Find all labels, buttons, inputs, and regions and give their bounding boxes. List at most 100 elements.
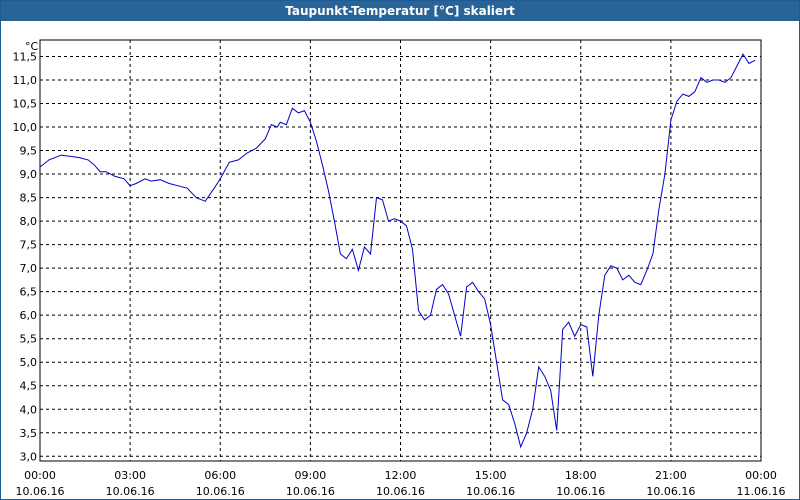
x-tick-date-label: 10.06.16 xyxy=(196,485,245,498)
series-point xyxy=(568,321,570,323)
grid-lines xyxy=(40,40,761,461)
series-point xyxy=(69,155,71,157)
series-point xyxy=(502,399,504,401)
y-tick-label: 11,5 xyxy=(13,50,38,63)
series-point xyxy=(676,100,678,102)
series-point xyxy=(688,95,690,97)
series-point xyxy=(93,164,95,166)
series-point xyxy=(586,326,588,328)
series-point xyxy=(129,185,131,187)
series-point xyxy=(279,121,281,123)
series-point xyxy=(604,274,606,276)
series-point xyxy=(598,314,600,316)
series-point xyxy=(105,171,107,173)
series-point xyxy=(412,248,414,250)
x-tick-time-label: 15:00 xyxy=(475,469,507,482)
series-point xyxy=(694,91,696,93)
series-point xyxy=(754,59,756,61)
series-point xyxy=(436,288,438,290)
series-point xyxy=(472,281,474,283)
x-tick-date-label: 10.06.16 xyxy=(646,485,695,498)
series-points xyxy=(39,53,756,448)
series-point xyxy=(682,93,684,95)
series-point xyxy=(640,284,642,286)
series-point xyxy=(351,248,353,250)
x-tick-date-label: 11.06.16 xyxy=(737,485,786,498)
series-point xyxy=(114,175,116,177)
series-point xyxy=(60,154,62,156)
series-point xyxy=(264,138,266,140)
series-point xyxy=(496,361,498,363)
x-tick-date-label: 10.06.16 xyxy=(466,485,515,498)
series-point xyxy=(291,107,293,109)
series-point xyxy=(646,269,648,271)
series-point xyxy=(228,161,230,163)
series-point xyxy=(652,253,654,255)
series-point xyxy=(718,79,720,81)
y-tick-label: 3,0 xyxy=(20,450,38,463)
series-point xyxy=(150,180,152,182)
y-tick-label: 9,0 xyxy=(20,168,38,181)
series-point xyxy=(363,246,365,248)
x-tick-date-label: 10.06.16 xyxy=(376,485,425,498)
series-point xyxy=(580,324,582,326)
series-point xyxy=(664,173,666,175)
series-point xyxy=(574,335,576,337)
series-point xyxy=(186,187,188,189)
series-point xyxy=(321,164,323,166)
x-axis-ticks: 00:00 10.06.16 03:00 10.06.16 06:00 10.06.16 0… xyxy=(16,469,786,498)
y-tick-label: 9,5 xyxy=(20,145,38,158)
x-tick-date-label: 10.06.16 xyxy=(16,485,65,498)
series-point xyxy=(478,291,480,293)
series-point xyxy=(748,63,750,65)
series-point xyxy=(135,182,137,184)
y-tick-label: 4,5 xyxy=(20,380,38,393)
series-point xyxy=(742,53,744,55)
y-tick-label: 10,5 xyxy=(13,98,38,111)
series-point xyxy=(255,147,257,149)
x-tick-time-label: 00:00 xyxy=(745,469,777,482)
series-point xyxy=(237,159,239,161)
series-point xyxy=(484,298,486,300)
series-point xyxy=(700,77,702,79)
y-tick-label: 5,5 xyxy=(20,333,38,346)
dewpoint-series-line xyxy=(39,53,756,449)
series-point xyxy=(628,274,630,276)
series-point xyxy=(550,389,552,391)
series-point xyxy=(285,124,287,126)
x-tick-time-label: 21:00 xyxy=(655,469,687,482)
series-point xyxy=(333,220,335,222)
y-tick-label: 5,0 xyxy=(20,356,38,369)
series-point xyxy=(556,429,558,431)
x-tick-time-label: 06:00 xyxy=(204,469,236,482)
y-tick-label: 10,0 xyxy=(13,121,38,134)
y-tick-label: 11,0 xyxy=(13,74,38,87)
series-point xyxy=(213,187,215,189)
series-point xyxy=(610,265,612,267)
series-point xyxy=(387,220,389,222)
series-point xyxy=(39,166,41,168)
y-tick-label: 7,0 xyxy=(20,262,38,275)
series-point xyxy=(736,65,738,67)
series-point xyxy=(123,178,125,180)
y-tick-label: 6,5 xyxy=(20,286,38,299)
series-point xyxy=(532,408,534,410)
series-point xyxy=(430,314,432,316)
series-point xyxy=(592,375,594,377)
series-point xyxy=(460,335,462,337)
series-point xyxy=(424,319,426,321)
series-point xyxy=(562,328,564,330)
series-point xyxy=(670,119,672,121)
series-point xyxy=(442,284,444,286)
series-point xyxy=(339,253,341,255)
series-point xyxy=(159,179,161,181)
series-point xyxy=(168,182,170,184)
y-tick-label: 8,0 xyxy=(20,215,38,228)
series-point xyxy=(357,269,359,271)
series-point xyxy=(658,208,660,210)
series-point xyxy=(454,314,456,316)
series-point xyxy=(246,152,248,154)
series-point xyxy=(526,432,528,434)
series-point xyxy=(724,81,726,83)
series-point xyxy=(706,81,708,83)
